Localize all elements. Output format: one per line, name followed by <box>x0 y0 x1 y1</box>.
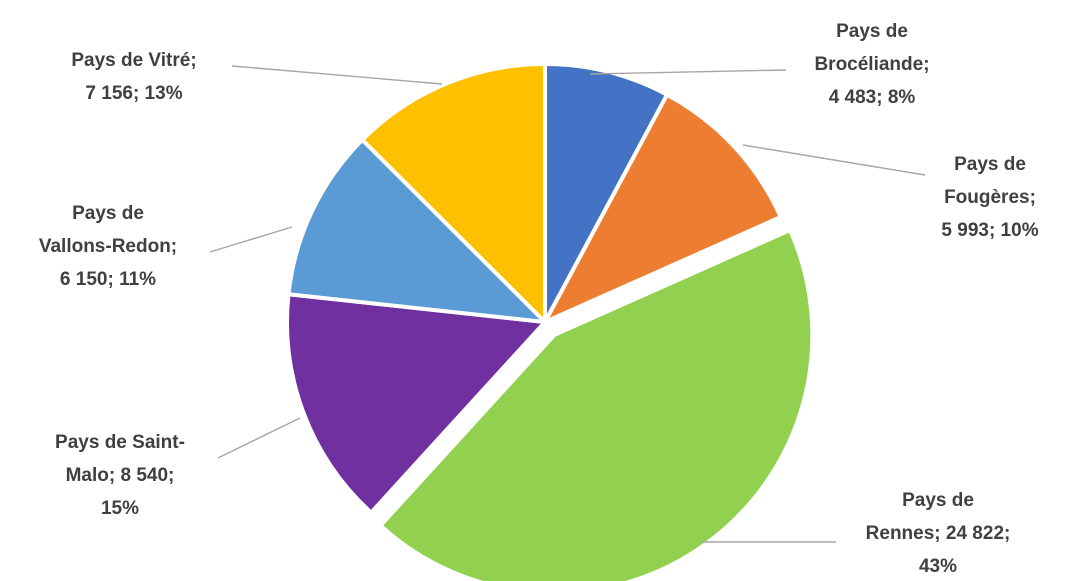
data-label-line: 43% <box>919 556 957 577</box>
data-label-pays-de-fougeres: Pays de Fougères; 5 993; 10% <box>941 154 1038 241</box>
data-label-line: Brocéliande; <box>814 54 929 75</box>
data-label-line: 5 993; 10% <box>941 220 1038 241</box>
data-label-line: Pays de Vitré; <box>71 50 196 71</box>
pie-slice-pays-de-broceliande <box>543 62 670 324</box>
pie-slice-pays-de-vitre <box>360 62 547 324</box>
data-label-line: Pays de <box>836 21 908 42</box>
pie-slice-pays-de-rennes <box>378 228 815 581</box>
data-label-line: 6 150; 11% <box>60 269 156 290</box>
pie-slice-pays-de-saint-malo <box>285 292 547 515</box>
leader-line-pays-de-vitre <box>231 65 443 85</box>
data-label-line: Fougères; <box>944 187 1036 208</box>
data-label-line: Pays de <box>902 490 974 511</box>
leader-line-pays-de-broceliande <box>589 69 787 75</box>
data-label-pays-de-vallons-redon: Pays de Vallons-Redon; 6 150; 11% <box>39 203 177 290</box>
slices-layer <box>285 62 815 581</box>
leader-line-pays-de-vallons-redon <box>209 226 293 253</box>
data-label-line: Rennes; 24 822; <box>866 523 1011 544</box>
leader-lines-layer <box>209 65 926 543</box>
data-label-pays-de-saint-malo: Pays de Saint- Malo; 8 540; 15% <box>55 432 185 519</box>
data-label-line: Pays de Saint- <box>55 432 185 453</box>
data-label-line: 7 156; 13% <box>85 83 182 104</box>
data-label-line: Vallons-Redon; <box>39 236 177 257</box>
data-label-pays-de-broceliande: Pays de Brocéliande; 4 483; 8% <box>814 21 929 108</box>
pie-slice-pays-de-fougeres <box>543 92 783 324</box>
data-label-pays-de-vitre: Pays de Vitré; 7 156; 13% <box>71 50 196 104</box>
data-label-line: Malo; 8 540; <box>66 465 175 486</box>
data-label-line: 4 483; 8% <box>829 87 916 108</box>
leader-line-pays-de-fougeres <box>742 144 926 176</box>
data-label-line: Pays de <box>954 154 1026 175</box>
data-label-line: Pays de <box>72 203 144 224</box>
data-label-pays-de-rennes: Pays de Rennes; 24 822; 43% <box>866 490 1011 577</box>
data-label-line: 15% <box>101 498 139 519</box>
leader-line-pays-de-saint-malo <box>217 417 301 459</box>
pie-slice-pays-de-vallons-redon <box>286 137 547 324</box>
data-labels-layer: Pays de Brocéliande; 4 483; 8% Pays de Fougè… <box>39 21 1039 577</box>
